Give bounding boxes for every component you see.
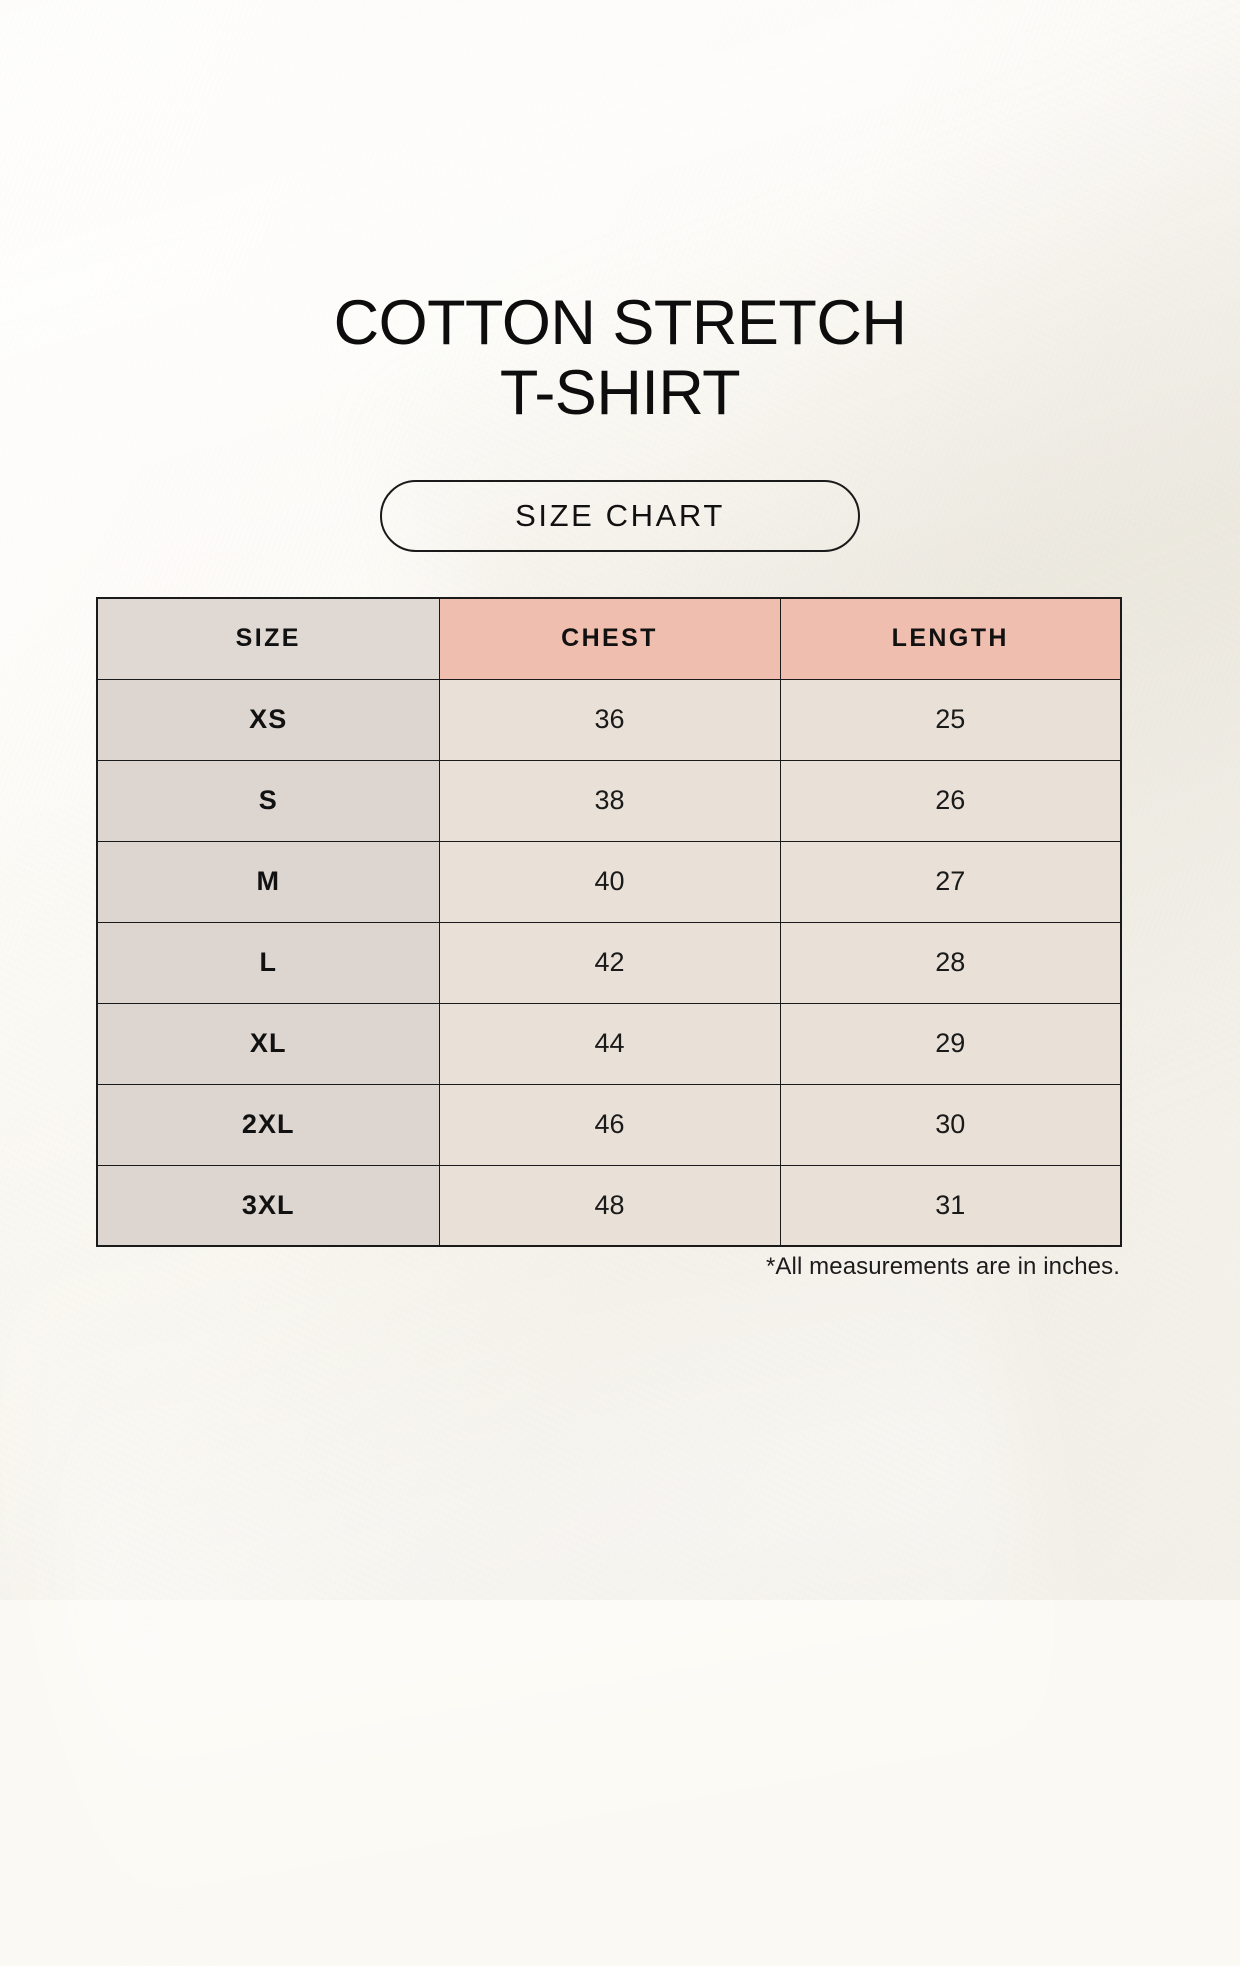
column-header-chest: CHEST (438, 597, 781, 680)
measurements-note: *All measurements are in inches. (765, 1253, 1120, 1280)
cell-length: 28 (779, 921, 1122, 1004)
cell-chest: 46 (438, 1083, 781, 1166)
page-title-line-1: COTTON STRETCH (333, 288, 907, 358)
table-head: SIZE CHEST LENGTH (96, 597, 1122, 680)
cell-chest: 38 (438, 759, 781, 842)
size-chart-badge: SIZE CHART (380, 480, 860, 552)
cell-length: 30 (779, 1083, 1122, 1166)
page-title-line-2: T-SHIRT (499, 358, 741, 428)
cell-size: 2XL (96, 1083, 440, 1166)
table-header-row: SIZE CHEST LENGTH (96, 597, 1122, 680)
cell-length: 27 (779, 840, 1122, 923)
cell-chest: 40 (438, 840, 781, 923)
column-header-size: SIZE (96, 597, 440, 680)
page-title: COTTON STRETCH T-SHIRT (0, 288, 1240, 428)
cell-length: 26 (779, 759, 1122, 842)
table-row: XL 44 29 (96, 1002, 1122, 1085)
cell-chest: 36 (438, 678, 781, 761)
table-row: XS 36 25 (96, 678, 1122, 761)
table-row: 3XL 48 31 (96, 1164, 1122, 1247)
table-row: 2XL 46 30 (96, 1083, 1122, 1166)
size-measurements-table: SIZE CHEST LENGTH XS 36 25 S 38 26 M 40 … (96, 597, 1122, 1247)
table-row: S 38 26 (96, 759, 1122, 842)
cell-length: 25 (779, 678, 1122, 761)
cell-length: 29 (779, 1002, 1122, 1085)
cell-length: 31 (779, 1164, 1122, 1247)
size-chart-badge-wrapper: SIZE CHART (0, 480, 1240, 552)
cell-size: S (96, 759, 440, 842)
cell-size: 3XL (96, 1164, 440, 1247)
cell-size: M (96, 840, 440, 923)
size-chart-document: COTTON STRETCH T-SHIRT SIZE CHART SIZE C… (0, 288, 1240, 1280)
size-chart-badge-label: SIZE CHART (515, 498, 725, 533)
table-body: XS 36 25 S 38 26 M 40 27 L 42 28 XL 44 (96, 678, 1122, 1247)
column-header-length: LENGTH (779, 597, 1122, 680)
cell-size: XL (96, 1002, 440, 1085)
cell-size: L (96, 921, 440, 1004)
cell-size: XS (96, 678, 440, 761)
cell-chest: 48 (438, 1164, 781, 1247)
table-row: M 40 27 (96, 840, 1122, 923)
cell-chest: 42 (438, 921, 781, 1004)
table-row: L 42 28 (96, 921, 1122, 1004)
cell-chest: 44 (438, 1002, 781, 1085)
